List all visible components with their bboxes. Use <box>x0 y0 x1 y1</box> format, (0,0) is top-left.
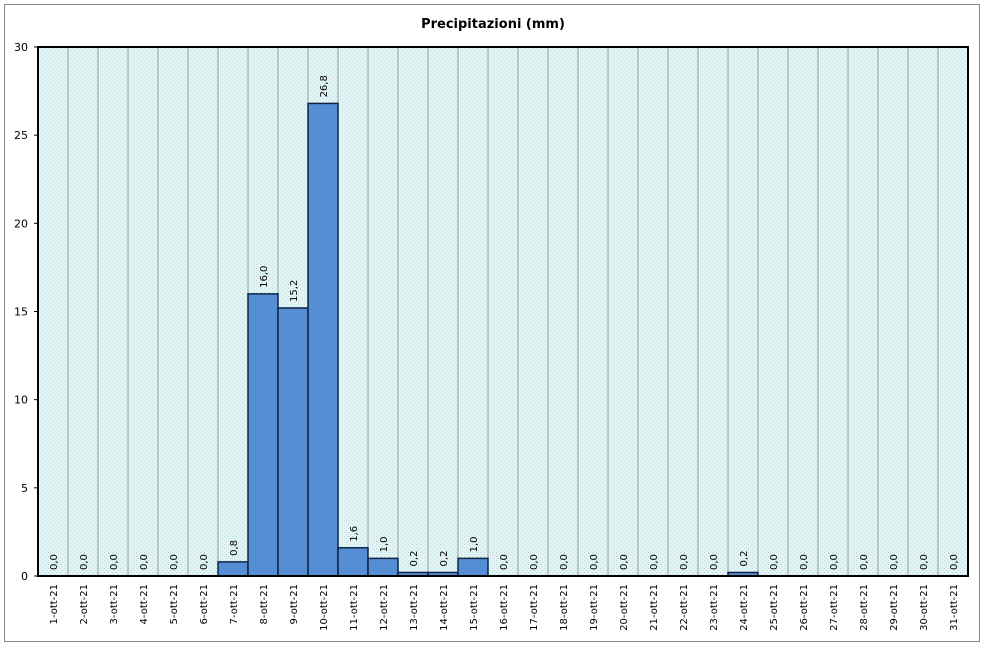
data-label: 0,0 <box>619 554 630 570</box>
data-label: 0,2 <box>739 551 750 567</box>
y-tick-label: 30 <box>14 41 28 54</box>
data-label: 0,0 <box>499 554 510 570</box>
data-label: 0,0 <box>49 554 60 570</box>
x-tick-label: 14-ott-21 <box>439 584 450 631</box>
data-label: 15,2 <box>289 280 300 302</box>
data-label: 0,0 <box>709 554 720 570</box>
data-label: 0,0 <box>199 554 210 570</box>
y-tick-label: 15 <box>14 306 28 319</box>
y-tick-label: 25 <box>14 129 28 142</box>
x-tick-label: 23-ott-21 <box>709 584 720 631</box>
data-label: 0,0 <box>889 554 900 570</box>
data-labels: 0,0 0,0 0,0 0,0 0,0 0,0 0,8 16,0 15,2 26,8 1,6 1,0 0… <box>49 75 960 570</box>
y-tick-label: 20 <box>14 217 28 230</box>
data-label: 0,8 <box>229 540 240 556</box>
data-label: 0,0 <box>829 554 840 570</box>
x-tick-label: 3-ott-21 <box>109 584 120 624</box>
x-tick-label: 28-ott-21 <box>859 584 870 631</box>
y-axis-ticks: 0 5 10 15 20 25 30 <box>14 41 38 583</box>
x-tick-label: 17-ott-21 <box>529 584 540 631</box>
bar <box>277 307 309 577</box>
x-tick-label: 4-ott-21 <box>139 584 150 624</box>
data-label: 0,2 <box>439 551 450 567</box>
x-tick-label: 16-ott-21 <box>499 584 510 631</box>
x-tick-label: 29-ott-21 <box>889 584 900 631</box>
data-label: 0,0 <box>589 554 600 570</box>
x-tick-label: 6-ott-21 <box>199 584 210 624</box>
data-label: 26,8 <box>319 75 330 97</box>
data-label: 0,0 <box>169 554 180 570</box>
x-tick-label: 15-ott-21 <box>469 584 480 631</box>
x-tick-label: 21-ott-21 <box>649 584 660 631</box>
y-tick-label: 5 <box>21 482 28 495</box>
x-tick-label: 8-ott-21 <box>259 584 270 624</box>
data-label: 0,0 <box>919 554 930 570</box>
data-label: 1,6 <box>349 526 360 542</box>
x-tick-label: 27-ott-21 <box>829 584 840 631</box>
bar <box>247 293 279 577</box>
data-label: 0,0 <box>949 554 960 570</box>
x-tick-label: 12-ott-21 <box>379 584 390 631</box>
x-tick-label: 13-ott-21 <box>409 584 420 631</box>
x-tick-label: 9-ott-21 <box>289 584 300 624</box>
x-axis-ticks: 1-ott-21 2-ott-21 3-ott-21 4-ott-21 5-ott-21… <box>49 584 960 631</box>
data-label: 0,0 <box>679 554 690 570</box>
x-tick-label: 1-ott-21 <box>49 584 60 624</box>
data-label: 0,0 <box>109 554 120 570</box>
data-label: 0,0 <box>769 554 780 570</box>
x-tick-label: 11-ott-21 <box>349 584 360 631</box>
x-tick-label: 22-ott-21 <box>679 584 690 631</box>
x-tick-label: 10-ott-21 <box>319 584 330 631</box>
data-label: 0,2 <box>409 551 420 567</box>
x-tick-label: 25-ott-21 <box>769 584 780 631</box>
y-tick-label: 10 <box>14 394 28 407</box>
x-tick-label: 26-ott-21 <box>799 584 810 631</box>
x-tick-label: 18-ott-21 <box>559 584 570 631</box>
bar <box>367 557 399 577</box>
plot-area <box>38 47 968 576</box>
x-tick-label: 19-ott-21 <box>589 584 600 631</box>
data-label: 16,0 <box>259 266 270 288</box>
data-label: 0,0 <box>649 554 660 570</box>
bar <box>457 557 489 577</box>
bar <box>337 547 369 577</box>
data-label: 0,0 <box>79 554 90 570</box>
data-label: 0,0 <box>529 554 540 570</box>
chart-title: Precipitazioni (mm) <box>421 17 565 32</box>
x-tick-label: 30-ott-21 <box>919 584 930 631</box>
x-tick-label: 5-ott-21 <box>169 584 180 624</box>
data-label: 0,0 <box>799 554 810 570</box>
x-tick-label: 2-ott-21 <box>79 584 90 624</box>
data-label: 0,0 <box>859 554 870 570</box>
bar <box>307 102 339 577</box>
x-tick-label: 24-ott-21 <box>739 584 750 631</box>
data-label: 0,0 <box>559 554 570 570</box>
x-tick-label: 31-ott-21 <box>949 584 960 631</box>
data-label: 0,0 <box>139 554 150 570</box>
data-label: 1,0 <box>379 536 390 552</box>
y-tick-label: 0 <box>21 570 28 583</box>
x-tick-label: 20-ott-21 <box>619 584 630 631</box>
data-label: 1,0 <box>469 536 480 552</box>
x-tick-label: 7-ott-21 <box>229 584 240 624</box>
bar <box>217 561 249 577</box>
bars <box>217 102 759 577</box>
